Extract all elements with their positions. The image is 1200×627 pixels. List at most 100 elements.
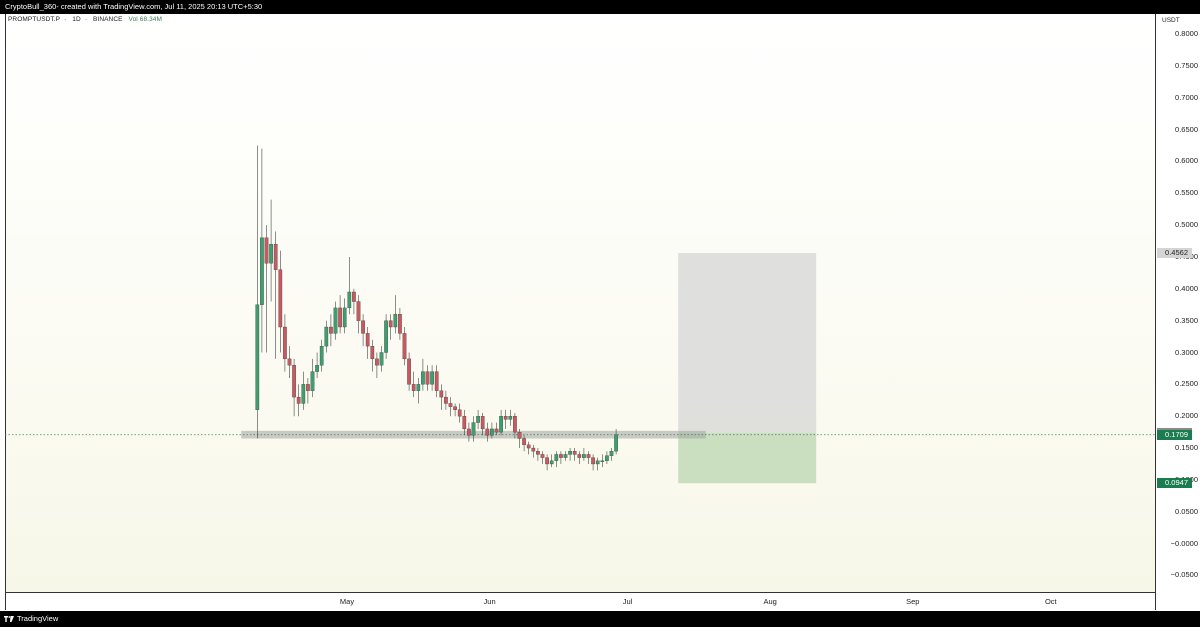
candle-body [522, 438, 526, 446]
legend-symbol: PROMPTUSDT.P [8, 16, 61, 23]
candle-body [536, 451, 540, 455]
candle-body [388, 320, 393, 328]
candle-body [430, 371, 434, 385]
candle-body [425, 371, 430, 385]
price-tick-label: 0.7500 [1175, 60, 1198, 70]
candle-body [411, 384, 416, 391]
candle-body [549, 460, 554, 465]
price-tick-label: 0.8000 [1175, 29, 1198, 38]
price-tick-label: 0.3000 [1175, 347, 1198, 357]
time-tick-label: May [339, 597, 355, 606]
plot-border-bottom [5, 592, 1156, 593]
candle-body [329, 326, 333, 334]
candle-body [499, 416, 503, 433]
candle-body [264, 237, 269, 264]
candle-body [609, 451, 614, 456]
candle-body [444, 396, 448, 404]
price-tick-label: 0.1500 [1175, 443, 1198, 453]
price-tick-label: 0.2500 [1175, 379, 1198, 389]
candle-body [283, 326, 287, 360]
price-tick-label: 0.5500 [1175, 188, 1198, 198]
candle-body [494, 428, 499, 433]
target-zone[interactable] [678, 253, 817, 433]
time-tick-label: Sep [906, 597, 920, 606]
candle-body [467, 428, 471, 436]
candle-body [513, 416, 517, 433]
candle-body [365, 333, 370, 347]
candle-body [503, 416, 508, 420]
candle-body [375, 358, 379, 366]
candle-body [563, 454, 568, 458]
time-tick-label: Jun [483, 597, 496, 606]
candle-body [572, 451, 577, 455]
price-tick-label: 0.0500 [1175, 506, 1198, 516]
time-tick-label: Oct [1044, 597, 1057, 606]
price-tick-label: 0.2000 [1175, 411, 1198, 421]
brand-label: TradingView [17, 614, 59, 623]
time-tick-label: Aug [763, 597, 777, 606]
candle-body [260, 237, 264, 305]
candle-body [485, 428, 490, 436]
candle-body [287, 358, 292, 366]
stop-price-badge: 0.0947 [1157, 478, 1192, 489]
stop-zone[interactable] [678, 432, 817, 484]
candle-body [393, 314, 398, 328]
candle-body [559, 454, 563, 458]
candle-body [526, 444, 531, 449]
candle-body [301, 384, 306, 404]
candle-body [255, 304, 260, 410]
candle-body [591, 457, 595, 465]
candle-body [545, 457, 549, 465]
candle-body [595, 460, 600, 465]
candle-body [296, 396, 301, 404]
candle-body [577, 454, 582, 458]
candle-body [370, 345, 375, 360]
plot-border-right [1155, 14, 1156, 610]
current-price-badge: 0.1709 [1157, 429, 1192, 440]
candle-body [310, 371, 315, 391]
candle-body [448, 403, 453, 407]
candle-body [315, 365, 319, 372]
candle-body [457, 409, 462, 417]
candle-body [540, 454, 545, 458]
candle-body [517, 431, 522, 439]
symbol-legend[interactable]: PROMPTUSDT.P · 1D · BINANCE Vol 68.34M [8, 16, 163, 23]
candle-body [453, 406, 457, 410]
candle-body [586, 454, 591, 458]
candle-body [342, 307, 347, 328]
candlestick-chart[interactable] [0, 14, 1200, 611]
candle-body [319, 345, 324, 366]
candle-body [416, 384, 421, 391]
time-tick-label: Jul [622, 597, 633, 606]
candle-body [398, 314, 402, 334]
price-tick-label: 0.6500 [1175, 124, 1198, 134]
legend-interval: 1D [72, 16, 81, 23]
candle-body [379, 352, 384, 366]
candle-body [338, 307, 342, 328]
price-tick-label: 0.6000 [1175, 156, 1198, 166]
candle-body [614, 434, 618, 452]
chart-frame: PROMPTUSDT.P · 1D · BINANCE Vol 68.34M USD… [0, 14, 1200, 611]
candle-body [324, 326, 329, 347]
candle-body [480, 416, 485, 430]
price-tick-label: 0.5000 [1175, 220, 1198, 230]
candle-body [476, 416, 480, 423]
price-tick-label: 0.7000 [1175, 92, 1198, 102]
top-caption-bar: CryptoBull_360- created with TradingView… [0, 0, 1200, 14]
candle-body [292, 365, 296, 398]
candle-body [384, 320, 388, 353]
candle-body [434, 371, 439, 391]
candle-body [531, 447, 536, 452]
candle-body [421, 371, 425, 385]
candle-body [333, 307, 338, 334]
candle-body [402, 333, 407, 360]
plot-area[interactable] [5, 14, 1155, 592]
candle-body [361, 320, 365, 334]
candle-body [471, 422, 476, 436]
candle-body [605, 455, 609, 461]
candle-body [306, 384, 310, 391]
candle-body [273, 244, 278, 270]
candle-body [462, 416, 467, 430]
plot-border-left [5, 14, 6, 610]
legend-exchange: BINANCE [92, 16, 123, 23]
